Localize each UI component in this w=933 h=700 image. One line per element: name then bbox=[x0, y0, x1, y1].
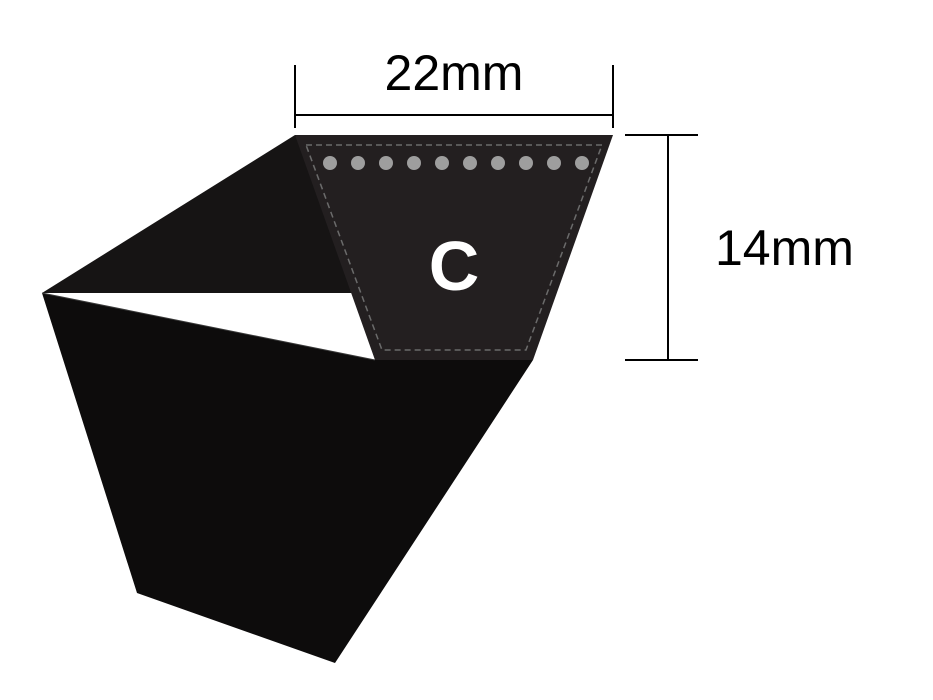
belt-letter: C bbox=[429, 227, 480, 305]
width-label: 22mm bbox=[385, 45, 524, 101]
height-label: 14mm bbox=[715, 220, 854, 276]
belt-diagram: C 22mm 14mm bbox=[0, 0, 933, 700]
height-dimension bbox=[625, 135, 698, 360]
